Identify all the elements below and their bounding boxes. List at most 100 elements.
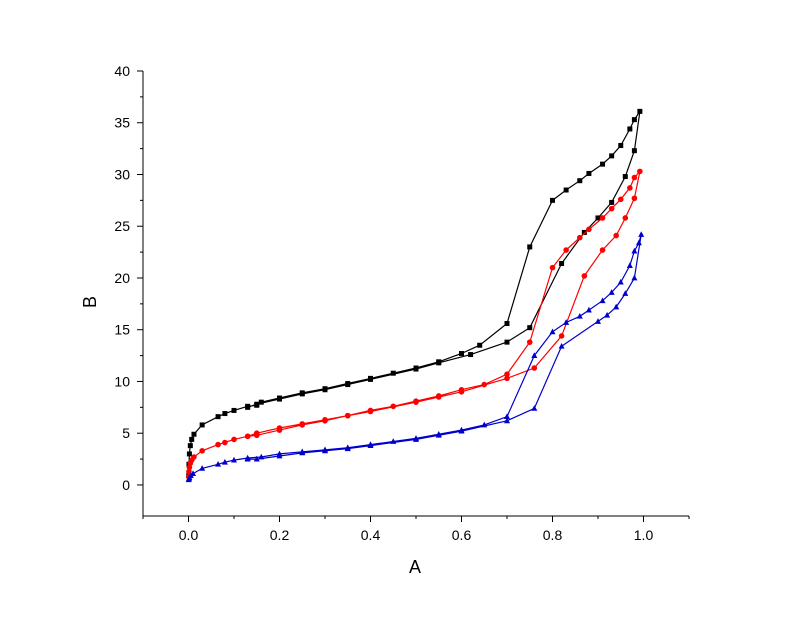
data-point [504, 339, 510, 345]
data-point [299, 391, 305, 397]
data-point [599, 297, 606, 304]
data-point [576, 312, 583, 319]
data-point [254, 401, 260, 407]
data-point [504, 417, 510, 424]
data-point [627, 185, 633, 191]
data-point [435, 431, 442, 438]
y-tick-label: 35 [114, 115, 130, 131]
series-3 [185, 231, 645, 483]
data-point [581, 273, 588, 279]
data-point [526, 339, 533, 345]
data-point [637, 168, 643, 175]
x-axis-title: A [409, 557, 421, 577]
data-point [604, 311, 611, 318]
data-point [626, 262, 633, 268]
data-point [221, 458, 228, 465]
data-point [481, 381, 488, 388]
data-point [638, 231, 645, 237]
data-point [435, 394, 442, 400]
data-point [609, 199, 615, 205]
data-point [459, 351, 464, 357]
y-tick-label: 30 [114, 166, 130, 182]
data-point [631, 247, 638, 254]
data-point [253, 455, 260, 462]
data-point [299, 449, 306, 456]
plot-series [185, 108, 645, 483]
data-point [531, 352, 538, 358]
series-line [188, 169, 641, 477]
data-point [390, 370, 396, 376]
data-point [563, 247, 569, 253]
data-point [367, 442, 374, 449]
series-line [188, 111, 641, 476]
data-point [631, 148, 637, 154]
x-tick-label: 0.6 [452, 527, 472, 543]
data-point [559, 260, 565, 266]
data-point [549, 328, 556, 335]
data-point [613, 232, 619, 239]
data-point [413, 436, 419, 442]
data-point [481, 421, 488, 428]
data-point [608, 205, 615, 212]
data-point [413, 399, 419, 405]
data-point [631, 195, 638, 202]
data-point [215, 414, 221, 420]
series-line [188, 234, 642, 480]
data-point [581, 229, 587, 235]
data-point [215, 460, 222, 467]
data-point [504, 413, 510, 420]
data-point [299, 422, 306, 428]
data-point [504, 375, 510, 382]
data-point [215, 441, 221, 448]
data-point [608, 289, 615, 295]
data-point [189, 436, 195, 442]
data-point [186, 451, 192, 457]
data-point [458, 389, 465, 395]
y-tick-label: 40 [114, 63, 130, 79]
data-point [344, 412, 351, 419]
data-point [322, 417, 328, 424]
data-point [550, 197, 555, 203]
data-point [622, 290, 629, 296]
data-point [599, 247, 606, 253]
data-point [244, 433, 251, 440]
data-point [390, 403, 397, 410]
data-point [504, 321, 510, 327]
data-point [586, 226, 592, 233]
data-point [617, 196, 624, 203]
data-point [531, 405, 538, 411]
data-point [577, 178, 583, 184]
data-point [258, 399, 264, 405]
data-point [222, 411, 228, 417]
data-point [635, 239, 642, 246]
data-point [637, 108, 643, 114]
data-point [622, 215, 629, 221]
data-point [253, 432, 260, 439]
data-point [558, 342, 565, 349]
data-point [368, 376, 373, 382]
x-tick-label: 0.4 [361, 527, 381, 543]
data-point [277, 396, 282, 402]
data-point [190, 470, 197, 476]
series-1 [186, 108, 643, 479]
data-point [599, 215, 606, 221]
data-point [231, 407, 237, 413]
data-point [191, 431, 197, 437]
x-tick-label: 0.8 [543, 527, 563, 543]
y-tick-label: 0 [122, 477, 130, 493]
data-point [586, 170, 592, 176]
data-point [600, 161, 606, 167]
data-point [322, 447, 328, 454]
data-point [631, 174, 638, 181]
data-point [527, 325, 533, 331]
data-point [186, 468, 192, 475]
y-tick-label: 20 [114, 270, 130, 286]
data-point [345, 382, 351, 388]
data-point [276, 452, 283, 459]
data-point [245, 404, 251, 410]
data-point [258, 453, 265, 460]
data-point [231, 456, 237, 463]
data-point [244, 455, 251, 462]
data-point [617, 278, 624, 285]
